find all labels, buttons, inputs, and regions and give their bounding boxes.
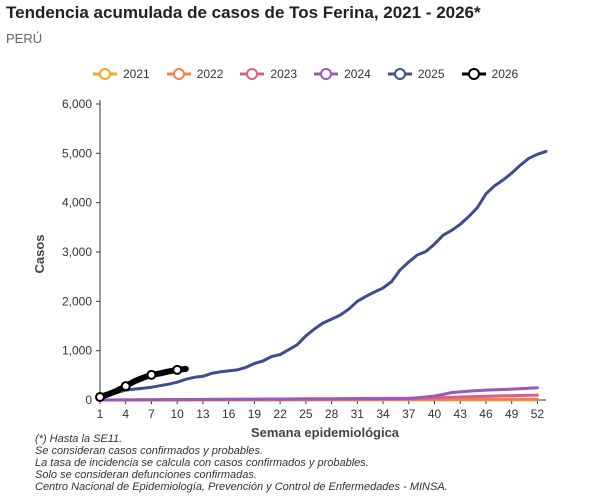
series-line-2024 xyxy=(98,386,539,402)
note-line: Se consideran casos confirmados y probab… xyxy=(35,445,264,457)
x-tick-label: 1 xyxy=(97,407,104,421)
legend-swatch-marker xyxy=(467,68,480,80)
legend-item-2022[interactable]: 2022 xyxy=(166,67,224,81)
x-axis-label: Semana epidemiológica xyxy=(251,425,400,440)
note-line: La tasa de incidencia se calcula con cas… xyxy=(35,457,369,469)
series-line-2025 xyxy=(98,149,548,400)
legend-swatch xyxy=(461,68,486,80)
chart-title: Tendencia acumulada de casos de Tos Feri… xyxy=(6,3,481,22)
x-tick-label: 4 xyxy=(122,407,129,421)
x-tick-label: 43 xyxy=(454,407,468,421)
legend-label: 2024 xyxy=(344,67,371,81)
legend-label: 2025 xyxy=(417,67,445,81)
x-tick-label: 10 xyxy=(171,407,185,421)
legend-swatch-marker xyxy=(246,68,259,80)
note-line: Solo se consideran defunciones confirmad… xyxy=(35,469,257,481)
legend-swatch xyxy=(240,68,265,80)
legend-item-2024[interactable]: 2024 xyxy=(313,67,371,81)
legend-swatch xyxy=(387,68,412,80)
legend-label: 2023 xyxy=(270,67,298,81)
legend-item-2021[interactable]: 2021 xyxy=(92,67,150,81)
y-tick-label: 0 xyxy=(85,393,92,407)
legend-label: 2021 xyxy=(123,67,150,81)
y-tick-label: 4,000 xyxy=(62,196,92,210)
x-tick-label: 52 xyxy=(531,407,545,421)
y-axis-label: Casos xyxy=(32,234,47,273)
legend-swatch-marker xyxy=(99,68,111,80)
note-line: Centro Nacional de Epidemiología, Preven… xyxy=(35,481,448,493)
legend-swatch xyxy=(166,68,191,80)
x-tick-label: 16 xyxy=(222,407,236,421)
x-tick-label: 13 xyxy=(196,407,210,421)
x-tick-label: 46 xyxy=(479,407,493,421)
x-tick-label: 22 xyxy=(273,407,287,421)
legend-swatch-marker xyxy=(393,68,406,80)
x-tick-label: 19 xyxy=(248,407,262,421)
legend-swatch-marker xyxy=(320,68,333,80)
series-line-2026 xyxy=(97,365,189,400)
x-tick-label: 25 xyxy=(299,407,313,421)
legend-swatch-marker xyxy=(172,68,185,80)
chart-notes: (*) Hasta la SE11. Se consideran casos c… xyxy=(35,433,448,493)
legend-item-2026[interactable]: 2026 xyxy=(461,67,519,81)
legend-item-2025[interactable]: 2025 xyxy=(387,67,445,81)
chart-subtitle: PERÚ xyxy=(6,31,43,46)
legend-label: 2022 xyxy=(196,67,224,81)
y-tick-label: 2,000 xyxy=(62,294,92,308)
y-tick-label: 5,000 xyxy=(62,146,92,160)
x-tick-label: 34 xyxy=(376,407,390,421)
note-line: (*) Hasta la SE11. xyxy=(35,433,123,445)
data-point-2026 xyxy=(172,364,183,375)
y-tick-label: 1,000 xyxy=(62,344,92,358)
x-tick-label: 31 xyxy=(351,407,365,421)
data-point-2026 xyxy=(95,392,105,403)
x-tick-label: 28 xyxy=(325,407,339,421)
data-point-2026 xyxy=(120,381,131,392)
chart-legend: 2021 2022 2023 2024 2025 2026 xyxy=(92,67,534,81)
legend-swatch xyxy=(314,68,339,80)
y-tick-label: 3,000 xyxy=(62,245,92,259)
legend-label: 2026 xyxy=(491,67,519,81)
y-tick-label: 6,000 xyxy=(62,97,92,111)
x-tick-label: 37 xyxy=(402,407,416,421)
x-tick-label: 40 xyxy=(428,407,442,421)
legend-item-2023[interactable]: 2023 xyxy=(239,67,297,81)
x-tick-label: 49 xyxy=(505,407,519,421)
x-tick-label: 7 xyxy=(148,407,155,421)
legend-swatch xyxy=(93,68,117,80)
data-point-2026 xyxy=(146,369,157,380)
